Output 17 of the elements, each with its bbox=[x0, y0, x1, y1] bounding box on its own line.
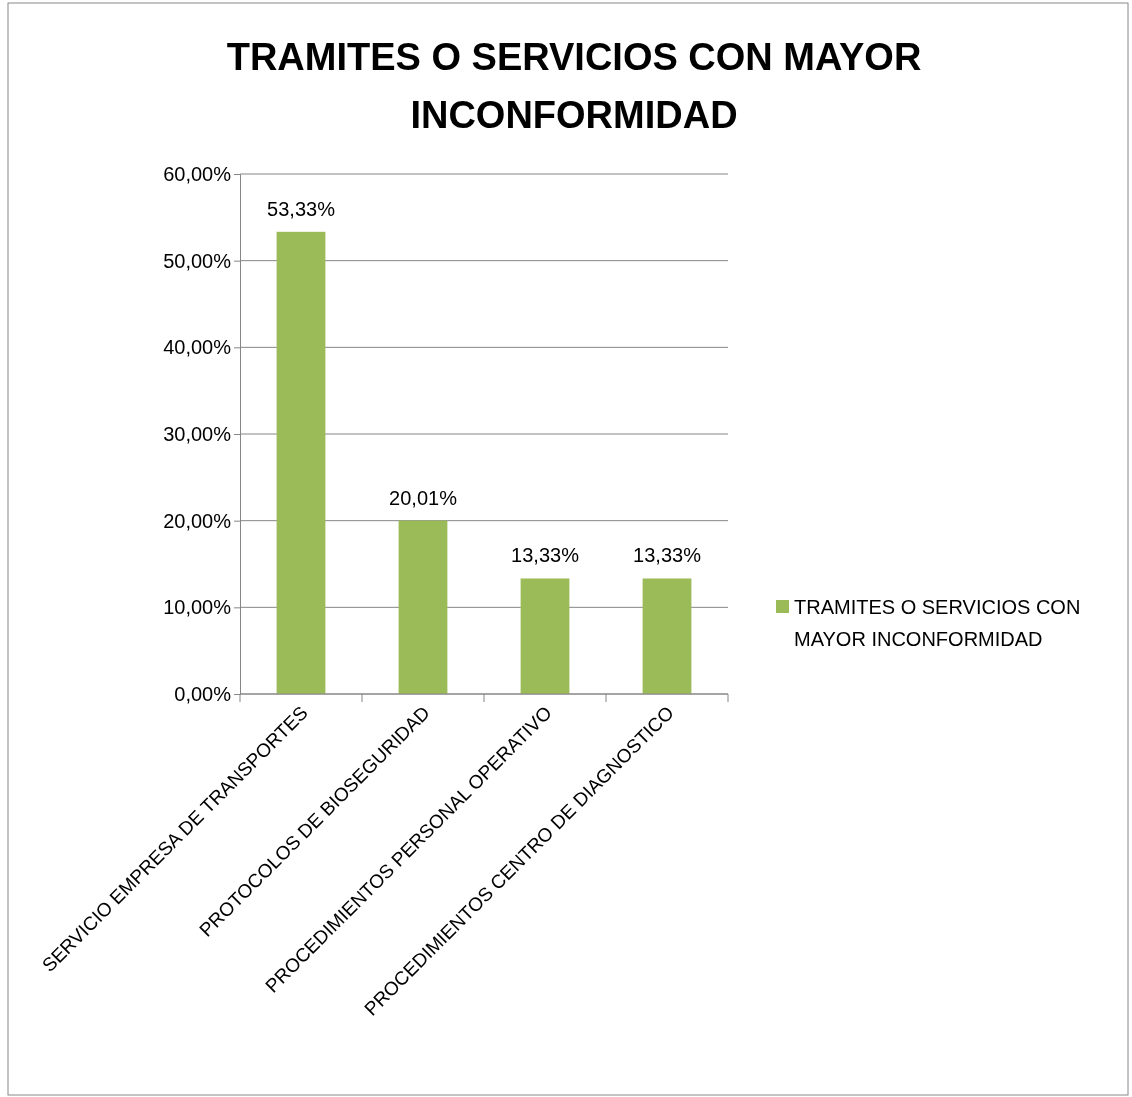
y-tick-label: 60,00% bbox=[163, 162, 232, 185]
data-label: 13,33% bbox=[633, 544, 702, 567]
y-tick-label: 0,00% bbox=[174, 682, 232, 705]
y-tick-label: 40,00% bbox=[163, 336, 232, 359]
y-tick-label: 50,00% bbox=[163, 249, 232, 272]
chart-title: TRAMITES O SERVICIOS CON MAYOR INCONFORMIDAD bbox=[226, 36, 922, 136]
y-tick-label: 30,00% bbox=[163, 422, 232, 445]
data-label: 20,01% bbox=[389, 486, 458, 509]
bar bbox=[642, 578, 692, 694]
legend-label: TRAMITES O SERVICIOS CON MAYOR INCONFORMIDAD bbox=[794, 596, 1081, 650]
bar bbox=[276, 231, 326, 694]
y-tick-label: 10,00% bbox=[163, 596, 232, 619]
data-label: 13,33% bbox=[511, 544, 580, 567]
bar bbox=[398, 520, 448, 694]
bar bbox=[520, 578, 570, 694]
data-label: 53,33% bbox=[267, 197, 336, 220]
y-tick-label: 20,00% bbox=[163, 509, 232, 532]
